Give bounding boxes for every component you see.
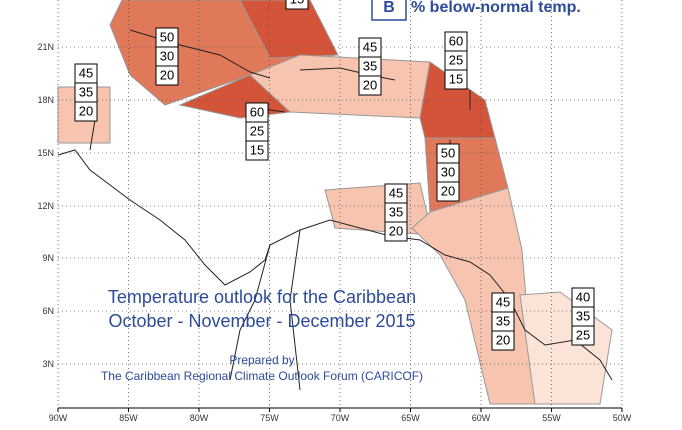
box-cell	[155, 65, 179, 86]
lon-label: 90W	[49, 413, 68, 423]
probability: 25	[250, 123, 264, 138]
region	[239, 0, 339, 59]
probability: 40	[576, 289, 590, 304]
lat-label: 6N	[42, 306, 54, 316]
lat-label: 3N	[42, 359, 54, 369]
legend-key-box	[371, 0, 407, 21]
lon-label: 60W	[472, 413, 491, 423]
probability: 20	[441, 183, 455, 198]
lon-label: 75W	[260, 413, 279, 423]
box-cell	[285, 0, 309, 10]
box-cell	[491, 330, 515, 351]
box-cell	[245, 140, 269, 161]
lon-label: 70W	[331, 413, 350, 423]
lon-label: 85W	[119, 413, 138, 423]
probability: 20	[389, 223, 403, 238]
lat-label: 18N	[37, 95, 54, 105]
regions	[57, 0, 613, 405]
probability: 30	[160, 48, 174, 63]
probability: 45	[363, 39, 377, 54]
region	[519, 291, 613, 405]
coastline	[57, 149, 613, 381]
probability: 60	[449, 33, 463, 48]
probability: 50	[160, 29, 174, 44]
probability: 25	[449, 52, 463, 67]
probability: 20	[79, 103, 93, 118]
probability: 20	[363, 77, 377, 92]
probability: 30	[441, 164, 455, 179]
probability: 60	[250, 104, 264, 119]
lat-label: 15N	[37, 148, 54, 158]
probability: 45	[389, 185, 403, 200]
box-cell	[444, 69, 468, 90]
box-cell	[436, 181, 460, 202]
lon-label: 50W	[613, 413, 632, 423]
box-cell	[571, 325, 595, 346]
probability: 15	[290, 0, 304, 6]
lat-label: 12N	[37, 201, 54, 211]
lon-label: 55W	[542, 413, 561, 423]
graticule: 21N 18N 15N 12N 9N 6N 3N 90W 85W 80W 75W 70W 65W 60W 5…	[37, 0, 632, 423]
lat-label: 21N	[37, 42, 54, 52]
probability: 35	[363, 58, 377, 73]
box-cell	[358, 75, 382, 96]
legend-text: % below-normal temp.	[411, 0, 581, 16]
probability: 35	[79, 84, 93, 99]
box-cell	[74, 101, 98, 122]
lat-label: 9N	[42, 253, 54, 263]
probability: 45	[496, 294, 510, 309]
region	[411, 187, 536, 405]
subtitle: October - November - December 2015	[108, 311, 415, 331]
legend-key: B	[383, 0, 395, 16]
probability: 15	[250, 142, 264, 157]
probability: 15	[449, 71, 463, 86]
probability: 35	[496, 313, 510, 328]
lon-label: 65W	[401, 413, 420, 423]
probability: 20	[496, 332, 510, 347]
probability-boxes: 15 50 30 20 45 35 20 60 25 15 45 35 20 60 25 15 50 30 20 45…	[74, 0, 595, 351]
probability: 20	[160, 67, 174, 82]
probability: 35	[576, 308, 590, 323]
lon-label: 80W	[190, 413, 209, 423]
probability: 50	[441, 145, 455, 160]
probability: 35	[389, 204, 403, 219]
credit: The Caribbean Regional Climate Outlook F…	[101, 369, 423, 383]
probability: 25	[576, 327, 590, 342]
probability: 45	[79, 65, 93, 80]
title: Temperature outlook for the Caribbean	[108, 287, 416, 307]
credit: Prepared by	[229, 353, 294, 367]
box-cell	[384, 221, 408, 242]
